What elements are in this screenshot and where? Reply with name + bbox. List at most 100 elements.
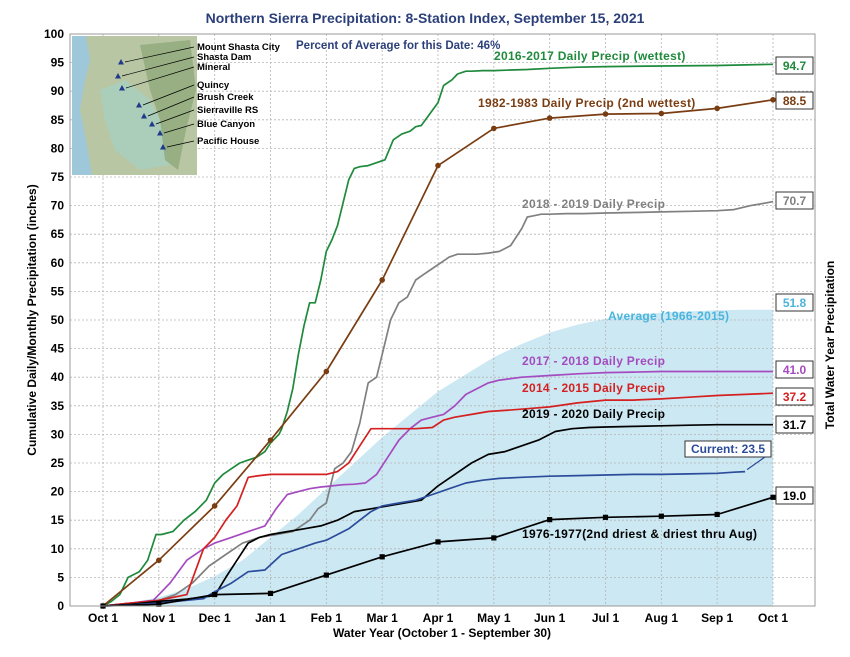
y-tick-label: 75: [51, 170, 65, 184]
series-line: [102, 63, 774, 607]
total-value-label: 37.2: [783, 390, 807, 404]
series-point: [323, 572, 329, 578]
y-tick-label: 40: [51, 370, 65, 384]
station-label: Mount Shasta City: [197, 42, 281, 53]
series-point: [435, 539, 441, 545]
current-callout-box: [684, 440, 772, 458]
series-point: [491, 535, 497, 541]
y-tick-label: 5: [57, 570, 64, 584]
series-point: [267, 590, 274, 597]
station-label: Blue Canyon: [197, 119, 255, 130]
total-value-box: [775, 486, 814, 505]
y-tick-label: 65: [51, 227, 65, 241]
series-point: [546, 115, 553, 121]
map-valley: [100, 80, 170, 170]
average-label: Average (1966-2015): [608, 309, 729, 323]
y-tick-labels: 0 5 10 15 20 25 30 35 40 45 50 55 60 65 70 75 80 85 90 95 10…: [44, 27, 64, 613]
station-leader-line: [124, 46, 195, 63]
station-marker: [136, 102, 142, 108]
station-marker: [157, 130, 163, 136]
series-point: [379, 277, 385, 283]
y-tick-label: 35: [51, 399, 65, 413]
station-label: Pacific House: [197, 136, 259, 147]
series-point: [323, 368, 330, 375]
series-point: [267, 437, 274, 443]
x-tick-labels: Oct 1 Nov 1 Dec 1 Jan 1 Feb 1 Mar 1 Apr 1 May 1…: [88, 611, 788, 625]
y-tick-label: 10: [51, 542, 65, 556]
station-marker: [149, 121, 155, 127]
x-tick-label: Oct 1: [88, 611, 118, 625]
x-tick-label: Mar 1: [366, 611, 398, 625]
series-point: [156, 557, 162, 564]
series-line: [102, 392, 774, 607]
series-label: 2019 - 2020 Daily Precip: [522, 407, 665, 421]
series-point: [770, 96, 776, 103]
y-tick-label: 90: [51, 84, 65, 98]
x-tick-label: Feb 1: [311, 611, 343, 625]
y-tick-label: 0: [57, 599, 64, 613]
x-tick-label: Jan 1: [255, 611, 286, 625]
y-tick-label: 50: [51, 313, 65, 327]
y-tick-label: 20: [51, 485, 65, 499]
current-callout-label: Current: 23.5: [691, 442, 765, 456]
series-layer: 2016-2017 Daily Precip (wettest) 94.7 1982…: [100, 49, 814, 609]
series-line: [102, 470, 746, 607]
average-total-box: [775, 293, 814, 312]
y-tick-label: 45: [51, 342, 65, 356]
series-point: [211, 503, 218, 509]
current-callout-pointer: [746, 456, 766, 471]
station-label: Quincy: [197, 80, 230, 91]
series-point: [491, 125, 497, 132]
total-value-label: 41.0: [783, 363, 807, 377]
total-value-label: 94.7: [783, 59, 807, 73]
x-tick-label: Nov 1: [142, 611, 175, 625]
y-tick-label: 60: [51, 256, 65, 270]
percent-of-average-label: Percent of Average for this Date: 46%: [296, 40, 500, 52]
station-label: Brush Creek: [197, 92, 254, 103]
series-point: [547, 517, 553, 523]
y-tick-label: 100: [44, 27, 64, 41]
total-value-box: [775, 387, 814, 406]
total-value-box: [775, 56, 814, 75]
total-value-box: [775, 360, 814, 379]
total-value-label: 19.0: [783, 489, 807, 503]
station-marker: [115, 73, 121, 79]
series-label: 2017 - 2018 Daily Precip: [522, 354, 665, 368]
station-marker: [118, 59, 124, 65]
total-value-label: 70.7: [783, 194, 807, 208]
series-point: [602, 514, 609, 520]
x-tick-label: Oct 1: [758, 611, 788, 625]
series-label: 2014 - 2015 Daily Precip: [522, 381, 665, 395]
station-leader-line: [121, 56, 195, 77]
series-point: [658, 513, 664, 519]
map-mountains: [140, 40, 196, 170]
station-leader-line: [142, 84, 195, 106]
station-marker: [119, 85, 125, 91]
station-label: Shasta Dam: [197, 52, 251, 63]
total-value-box: [775, 91, 814, 110]
series-label: 1982-1983 Daily Precip (2nd wettest): [478, 96, 696, 110]
chart-title: Northern Sierra Precipitation: 8-Station…: [206, 10, 645, 26]
x-tick-label: Jul 1: [592, 611, 620, 625]
map-station-points: [115, 46, 195, 150]
y-tick-label: 15: [51, 513, 65, 527]
series-point: [714, 105, 720, 112]
x-tick-label: Sep 1: [701, 611, 733, 625]
series-label: 2016-2017 Daily Precip (wettest): [494, 49, 686, 63]
series-point: [770, 494, 776, 500]
y-tick-label: 55: [51, 284, 65, 298]
y-tick-label: 95: [51, 56, 65, 70]
y-tick-label: 80: [51, 141, 65, 155]
station-label: Sierraville RS: [197, 105, 258, 116]
y-axis-left-title: Cumulative Daily/Monthly Precipitation (…: [25, 184, 39, 455]
series-line: [102, 423, 773, 607]
average-total-label: 51.8: [783, 296, 807, 310]
x-tick-label: Apr 1: [423, 611, 454, 625]
map-ocean: [72, 36, 92, 175]
series-point: [658, 110, 665, 117]
total-value-box: [775, 191, 814, 210]
series-point: [714, 511, 720, 518]
total-value-box: [775, 415, 814, 434]
